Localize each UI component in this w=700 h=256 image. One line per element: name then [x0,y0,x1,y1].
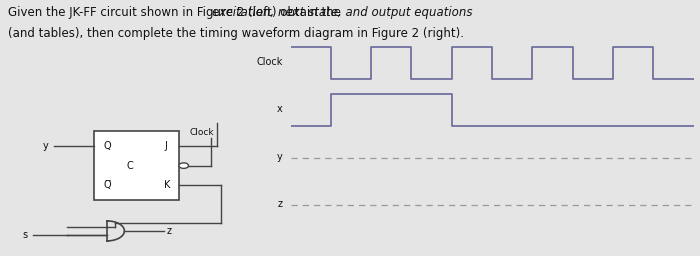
Text: z: z [167,226,172,236]
Text: x: x [276,104,282,114]
Text: C: C [126,161,133,171]
Text: Q̅: Q̅ [103,180,111,190]
Text: Clock: Clock [190,128,214,137]
Text: Given the JK-FF circuit shown in Figure 2 (left) obtain the: Given the JK-FF circuit shown in Figure … [8,6,345,19]
Text: (and tables), then complete the timing waveform diagram in Figure 2 (right).: (and tables), then complete the timing w… [8,27,464,40]
Text: excitation, next state, and output equations: excitation, next state, and output equat… [212,6,472,19]
Text: J: J [164,141,167,151]
Bar [94,131,179,200]
Text: z: z [277,199,282,209]
Text: y: y [276,152,282,162]
Text: s: s [22,230,27,240]
Text: y: y [43,141,48,151]
Text: Q: Q [103,141,111,151]
Text: K: K [164,180,171,190]
Circle shape [179,163,188,168]
Text: Clock: Clock [256,57,282,67]
